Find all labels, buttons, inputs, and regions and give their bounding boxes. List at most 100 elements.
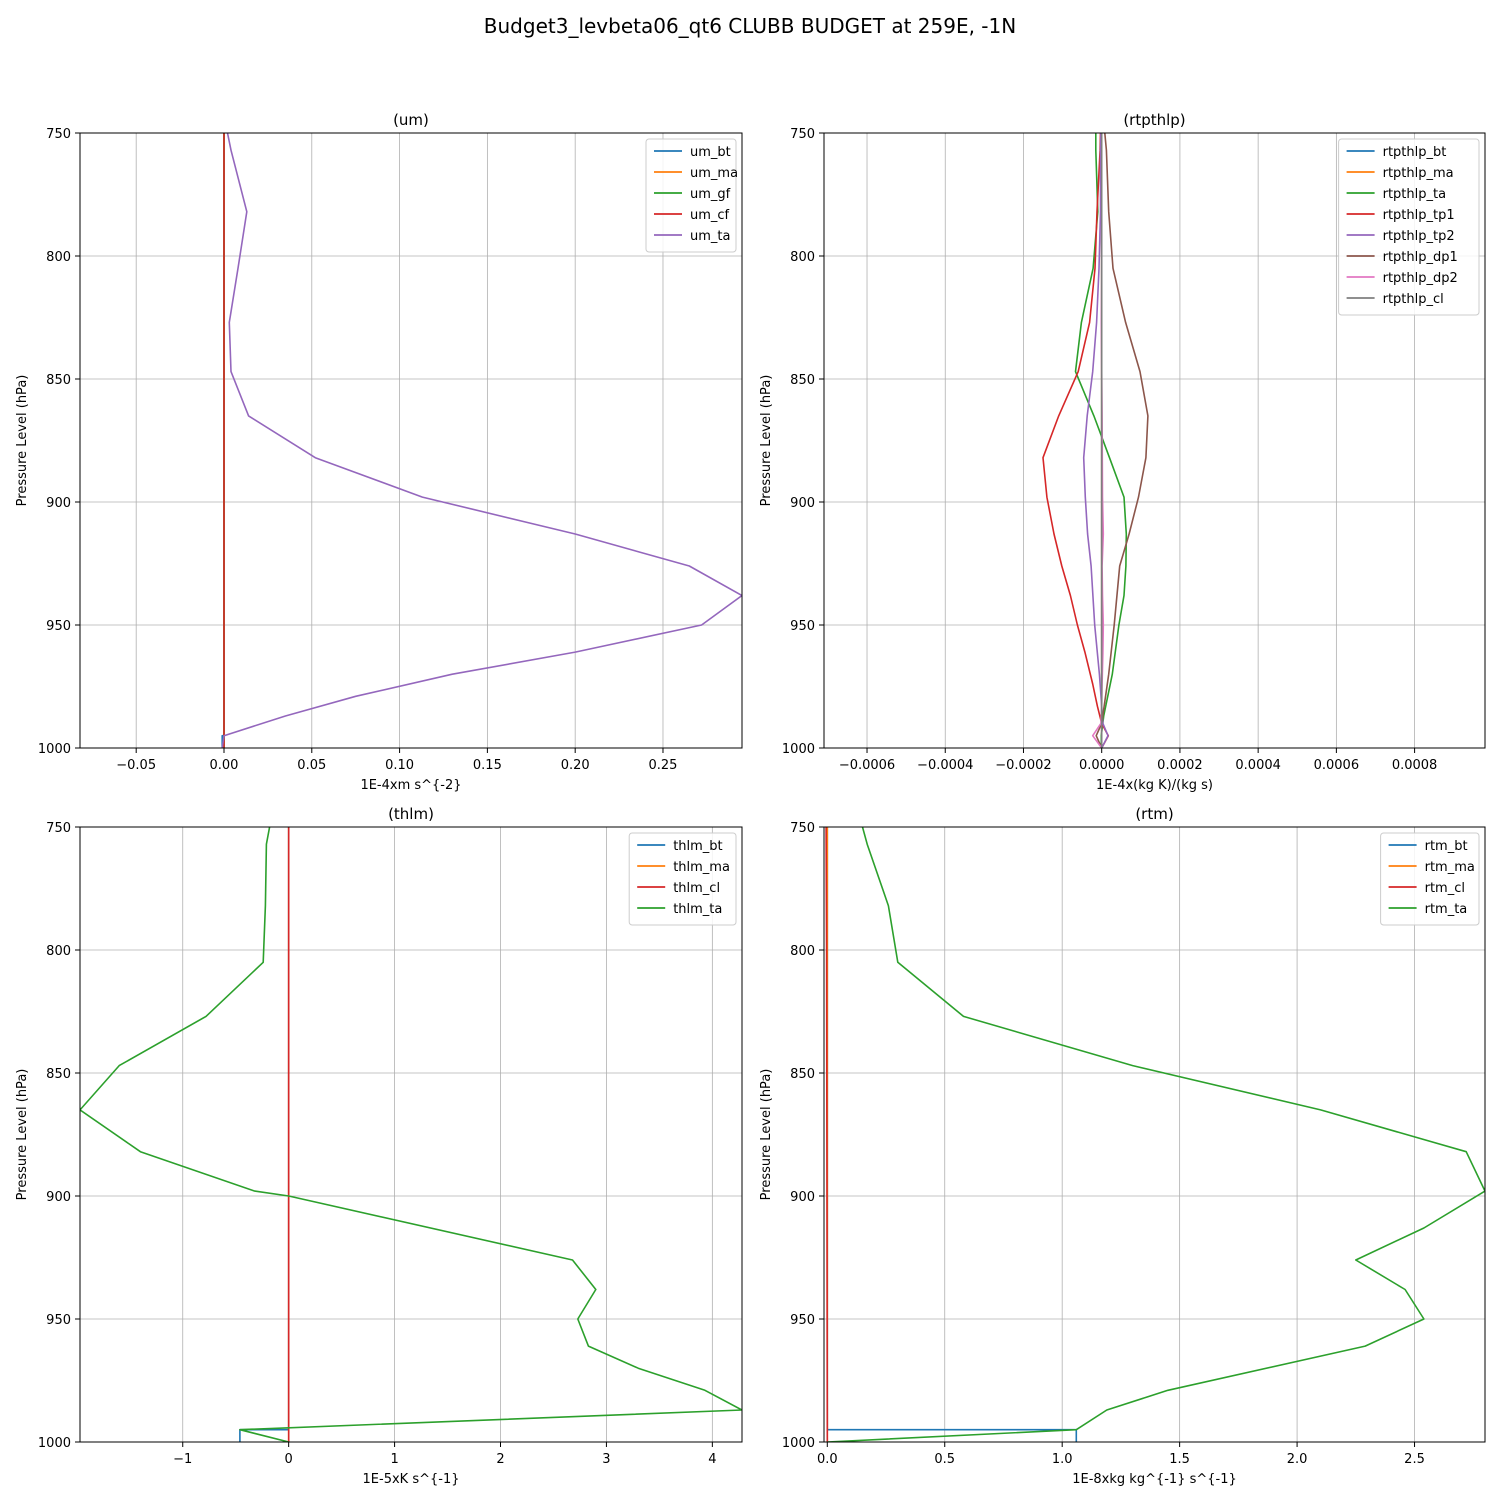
x-axis-label: 1E-4xm s^{-2}: [360, 778, 461, 793]
legend: um_bt um_ma um_gf um_cf um_ta: [645, 138, 738, 253]
x-tick-label: 0.0: [817, 1452, 838, 1467]
y-tick-label: 950: [790, 619, 815, 634]
legend-entry-rtpthlp_ta: rtpthlp_ta: [1383, 187, 1446, 202]
subplot-2: −1 0 1 2 3 4 750 800 850 900 950 1000 (thlm) 1E-5xK s…: [15, 805, 743, 1487]
subplot-title: (rtpthlp): [1123, 111, 1185, 129]
legend-entry-thlm_ta: thlm_ta: [673, 902, 722, 917]
legend-entry-rtpthlp_tp1: rtpthlp_tp1: [1383, 208, 1455, 223]
y-tick-label: 950: [790, 1313, 815, 1328]
subplot-1: −0.0006 −0.0004 −0.0002 0.0000 0.0002 0.0004 0…: [759, 111, 1486, 793]
legend-entry-rtpthlp_dp1: rtpthlp_dp1: [1383, 250, 1458, 265]
y-axis-label: Pressure Level (hPa): [759, 375, 774, 507]
x-tick-label: 4: [708, 1452, 716, 1467]
legend-entry-rtm_cl: rtm_cl: [1425, 881, 1465, 896]
x-tick-label: 3: [602, 1452, 610, 1467]
legend-entry-rtm_bt: rtm_bt: [1425, 839, 1468, 854]
legend-entry-um_ma: um_ma: [690, 166, 738, 181]
y-tick-label: 850: [790, 373, 815, 388]
legend-entry-um_gf: um_gf: [690, 187, 731, 202]
legend-entry-rtpthlp_ma: rtpthlp_ma: [1383, 166, 1454, 181]
x-tick-label: −0.0002: [995, 758, 1051, 773]
x-tick-label: −1: [173, 1452, 192, 1467]
y-tick-label: 950: [46, 619, 71, 634]
legend-box: [1338, 138, 1480, 316]
series-line-rtpthlp_tp1: [1042, 133, 1110, 748]
y-tick-label: 1000: [782, 742, 815, 757]
subplot-title: (thlm): [388, 805, 434, 823]
x-tick-label: 2.0: [1287, 1452, 1308, 1467]
series-line-rtpthlp_ta: [1074, 133, 1128, 748]
x-tick-label: 0.0004: [1235, 758, 1281, 773]
legend-box: [628, 832, 737, 926]
legend-box: [1380, 832, 1480, 926]
figure-title: Budget3_levbeta06_qt6 CLUBB BUDGET at 25…: [483, 14, 1017, 38]
x-tick-label: 1.0: [1052, 1452, 1073, 1467]
x-tick-label: 0: [285, 1452, 293, 1467]
x-tick-label: 0.15: [473, 758, 502, 773]
x-axis-label: 1E-8xkg kg^{-1} s^{-1}: [1072, 1472, 1237, 1487]
subplot-0: −0.05 0.00 0.05 0.10 0.15 0.20 0.25 750 800 850 90…: [15, 111, 743, 793]
legend: thlm_bt thlm_ma thlm_cl thlm_ta: [628, 832, 737, 926]
axes-frame: [823, 132, 1486, 749]
series-line-thlm_ta: [80, 827, 742, 1442]
x-tick-label: 2: [496, 1452, 504, 1467]
x-tick-label: −0.0006: [839, 758, 895, 773]
y-axis-label: Pressure Level (hPa): [759, 1069, 774, 1201]
y-tick-label: 750: [790, 127, 815, 142]
x-tick-label: 2.5: [1404, 1452, 1425, 1467]
subplot-title: (um): [393, 111, 429, 129]
legend-entry-thlm_bt: thlm_bt: [673, 839, 722, 854]
legend-entry-rtpthlp_dp2: rtpthlp_dp2: [1383, 271, 1458, 286]
x-tick-label: 0.0000: [1079, 758, 1125, 773]
x-tick-label: 0.0008: [1392, 758, 1438, 773]
axes-frame: [79, 826, 743, 1443]
series-line-rtm_cl: [825, 827, 829, 1442]
y-tick-label: 750: [790, 821, 815, 836]
x-tick-label: 0.5: [934, 1452, 955, 1467]
y-axis-label: Pressure Level (hPa): [15, 1069, 30, 1201]
y-tick-label: 900: [790, 1190, 815, 1205]
x-tick-label: 0.0006: [1314, 758, 1360, 773]
x-tick-label: −0.0004: [917, 758, 973, 773]
subplot-3: 0.0 0.5 1.0 1.5 2.0 2.5 750 800 850 900 950 1000 (rt…: [759, 805, 1486, 1487]
x-tick-label: 1.5: [1169, 1452, 1190, 1467]
legend-entry-rtpthlp_tp2: rtpthlp_tp2: [1383, 229, 1455, 244]
y-tick-label: 750: [46, 127, 71, 142]
x-tick-label: 0.05: [297, 758, 326, 773]
y-tick-label: 1000: [38, 742, 71, 757]
legend-entry-rtpthlp_cl: rtpthlp_cl: [1383, 292, 1444, 307]
series-line-rtm_ta: [827, 827, 1485, 1442]
y-tick-label: 1000: [38, 1436, 71, 1451]
y-tick-label: 800: [46, 944, 71, 959]
legend-box: [645, 138, 737, 253]
legend-entry-rtm_ta: rtm_ta: [1425, 902, 1468, 917]
x-axis-label: 1E-4x(kg K)/(kg s): [1096, 778, 1213, 793]
y-tick-label: 1000: [782, 1436, 815, 1451]
y-tick-label: 900: [46, 496, 71, 511]
legend: rtm_bt rtm_ma rtm_cl rtm_ta: [1380, 832, 1480, 926]
legend-entry-um_cf: um_cf: [690, 208, 730, 223]
y-tick-label: 800: [46, 250, 71, 265]
y-tick-label: 900: [46, 1190, 71, 1205]
legend-entry-um_bt: um_bt: [690, 145, 731, 160]
series-line-rtpthlp_dp1: [1095, 133, 1149, 748]
y-tick-label: 850: [46, 1067, 71, 1082]
y-axis-label: Pressure Level (hPa): [15, 375, 30, 507]
legend-entry-rtm_ma: rtm_ma: [1425, 860, 1475, 875]
y-tick-label: 850: [46, 373, 71, 388]
x-tick-label: −0.05: [116, 758, 156, 773]
legend-entry-thlm_cl: thlm_cl: [673, 881, 720, 896]
legend-entry-rtpthlp_bt: rtpthlp_bt: [1383, 145, 1447, 160]
x-tick-label: 0.10: [385, 758, 414, 773]
legend-entry-thlm_ma: thlm_ma: [673, 860, 730, 875]
series-line-um_ta: [221, 133, 742, 748]
y-tick-label: 850: [790, 1067, 815, 1082]
axes-frame: [79, 132, 743, 749]
x-tick-label: 0.00: [210, 758, 239, 773]
y-tick-label: 800: [790, 944, 815, 959]
series-line-rtm_bt: [826, 827, 1078, 1442]
y-tick-label: 750: [46, 821, 71, 836]
subplot-title: (rtm): [1135, 805, 1173, 823]
